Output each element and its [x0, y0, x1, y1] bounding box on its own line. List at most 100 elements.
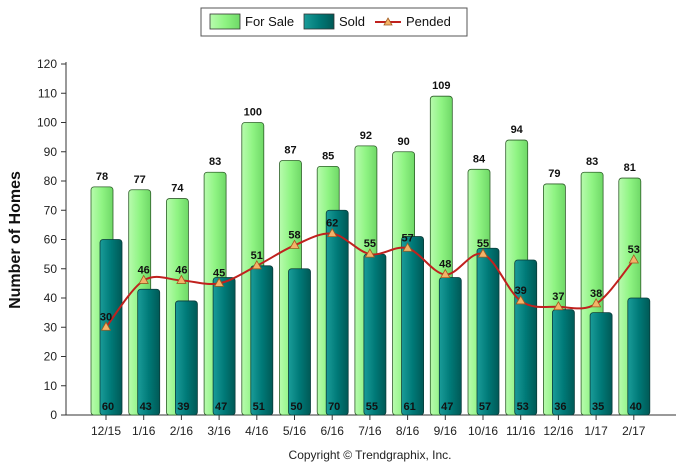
pended-marker: [440, 268, 451, 279]
sold-bar: [514, 259, 538, 416]
sold-bar: [589, 312, 613, 416]
pended-value-label: 39: [515, 285, 527, 297]
pended-value-label: 30: [100, 311, 112, 323]
sold-value-label: 43: [140, 401, 152, 413]
for-sale-value-label: 83: [586, 156, 598, 168]
pended-value-label: 48: [439, 259, 451, 271]
sold-bar: [137, 288, 161, 416]
sold-bar: [288, 268, 311, 416]
sold-value-label: 55: [366, 401, 378, 413]
pended-marker: [515, 295, 526, 305]
x-tick-label: 1/16: [132, 424, 156, 438]
x-tick-label: 3/16: [207, 424, 231, 438]
legend-label-sold: Sold: [339, 14, 365, 29]
y-tick-label: 40: [44, 291, 58, 305]
for-sale-value-label: 77: [134, 174, 146, 186]
y-tick-label: 100: [37, 116, 57, 130]
x-tick-label: 4/16: [245, 424, 269, 438]
pended-marker: [477, 248, 489, 258]
sold-bar: [212, 277, 236, 416]
legend-swatch-for-sale: [209, 13, 241, 30]
for-sale-value-label: 85: [322, 150, 334, 162]
pended-value-label: 51: [251, 250, 263, 262]
y-tick-label: 120: [37, 57, 57, 71]
y-axis-title: Number of Homes: [7, 171, 24, 309]
y-tick-label: 110: [38, 86, 57, 100]
legend-label-pended: Pended: [406, 14, 451, 29]
pended-value-label: 46: [138, 264, 150, 276]
y-tick-label: 60: [44, 233, 58, 247]
sold-bar: [401, 236, 425, 416]
for-sale-value-label: 94: [511, 124, 524, 136]
for-sale-value-label: 100: [244, 107, 262, 119]
pended-marker: [628, 254, 639, 264]
sold-bars: 60 43 39 47 51 50 70 55 61 47 57 53 36 35 40: [99, 209, 651, 416]
sold-value-label: 47: [441, 401, 453, 413]
pended-marker: [553, 300, 564, 311]
x-tick-label: 9/16: [434, 424, 458, 438]
pended-value-label: 57: [401, 232, 413, 244]
pended-value-label: 53: [628, 244, 640, 256]
sold-value-label: 61: [403, 401, 415, 413]
y-tick-label: 50: [44, 262, 58, 276]
sold-value-label: 70: [328, 401, 340, 413]
y-tick-label: 30: [44, 320, 58, 334]
for-sale-value-label: 90: [397, 136, 409, 148]
pended-value-label: 37: [552, 291, 564, 303]
sold-bar: [363, 253, 387, 416]
x-tick-label: 2/17: [622, 424, 646, 438]
pended-marker: [402, 242, 413, 252]
sold-value-label: 51: [253, 401, 265, 413]
pended-marker: [100, 321, 112, 331]
sold-bar: [552, 309, 575, 416]
sold-value-label: 60: [102, 401, 114, 413]
copyright-credit: Copyright © Trendgraphix, Inc.: [289, 448, 452, 462]
x-tick-label: 10/16: [468, 424, 498, 438]
sold-bar: [627, 297, 651, 416]
sold-value-label: 39: [177, 401, 189, 413]
x-ticks: 12/15 1/16 2/16 3/16 4/16 5/16 6/16 7/16 8/16 9/1…: [91, 415, 646, 438]
for-sale-value-label: 74: [171, 183, 184, 195]
pended-marker: [590, 298, 602, 308]
for-sale-value-label: 87: [284, 145, 296, 157]
for-sale-value-label: 79: [548, 168, 560, 180]
for-sale-value-label: 83: [209, 156, 221, 168]
x-tick-label: 1/17: [584, 424, 608, 438]
y-tick-label: 70: [44, 203, 58, 217]
x-tick-label: 6/16: [321, 424, 345, 438]
pended-value-label: 38: [590, 288, 602, 300]
sold-value-label: 53: [517, 401, 529, 413]
pended-marker: [364, 248, 376, 258]
pended-value-label: 45: [213, 267, 225, 279]
x-tick-label: 12/15: [91, 424, 121, 438]
pended-value-label: 55: [477, 238, 489, 250]
pended-marker: [327, 227, 338, 238]
pended-value-label: 62: [326, 218, 338, 230]
legend-marker-pended: [383, 17, 393, 26]
x-tick-label: 8/16: [396, 424, 420, 438]
for-sale-value-label: 78: [96, 171, 108, 183]
sold-bar: [325, 209, 349, 416]
sold-bar: [99, 239, 123, 416]
sold-bar: [174, 300, 198, 416]
sold-value-label: 35: [592, 401, 604, 413]
pended-marker: [251, 260, 262, 270]
legend-label-for-sale: For Sale: [245, 14, 294, 29]
y-tick-label: 80: [44, 174, 58, 188]
sold-value-label: 57: [479, 401, 491, 413]
for-sale-value-label: 81: [624, 162, 636, 174]
for-sale-value-label: 84: [473, 153, 486, 165]
sold-value-label: 50: [290, 401, 302, 413]
for-sale-value-label: 92: [360, 130, 372, 142]
sold-bar: [250, 265, 274, 416]
pended-marker: [213, 277, 225, 287]
pended-line: 30 46 46 45 51 58 62 55 57 48 55 39 37 38 53: [100, 218, 640, 331]
sold-value-label: 47: [215, 401, 227, 413]
pended-value-label: 58: [288, 229, 300, 241]
pended-marker: [138, 274, 149, 284]
sold-value-label: 40: [630, 401, 642, 413]
legend: For Sale Sold Pended: [200, 7, 468, 37]
pended-value-label: 46: [175, 264, 187, 276]
x-tick-label: 7/16: [358, 424, 382, 438]
